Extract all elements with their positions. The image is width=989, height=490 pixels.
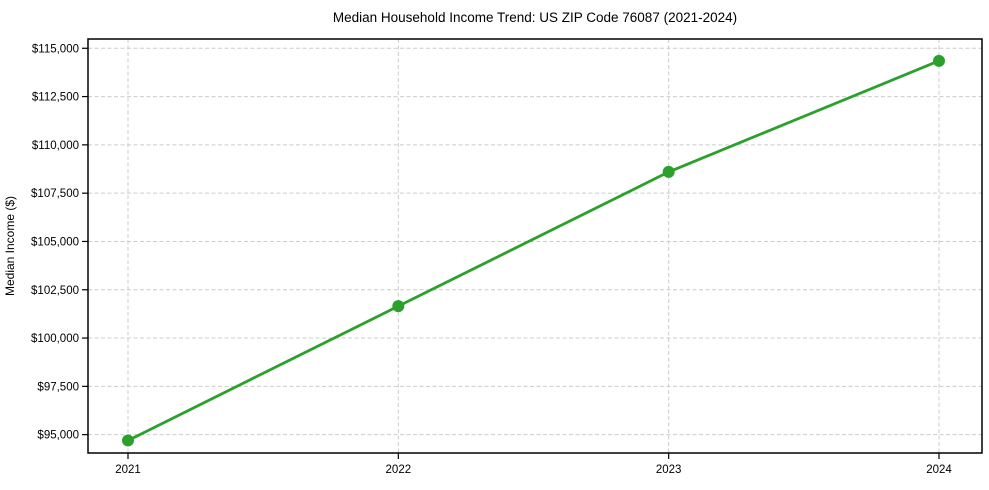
series-line bbox=[126, 59, 941, 442]
income-trend-line bbox=[126, 59, 941, 442]
y-tick-labels: $95,000 $97,500 $100,000 $102,500 $105,000 $1… bbox=[31, 43, 79, 441]
tick-marks bbox=[82, 47, 940, 459]
x-tick-labels: 2021 2022 2023 2024 bbox=[115, 464, 952, 476]
y-tick-label: $105,000 bbox=[31, 236, 79, 248]
series-markers bbox=[122, 54, 945, 447]
y-tick-label: $95,000 bbox=[37, 430, 79, 442]
plot-border bbox=[87, 38, 983, 454]
data-point-marker bbox=[392, 300, 405, 313]
y-tick-label: $112,500 bbox=[32, 92, 79, 104]
data-point-marker bbox=[122, 434, 134, 447]
x-tick-label: 2022 bbox=[386, 464, 412, 476]
chart-title: Median Household Income Trend: US ZIP Co… bbox=[333, 10, 737, 25]
y-axis-title: Median Income ($) bbox=[3, 196, 17, 296]
y-tick-label: $107,500 bbox=[31, 188, 79, 200]
gridlines bbox=[88, 39, 982, 453]
x-tick-label: 2024 bbox=[926, 464, 952, 476]
y-tick-label: $102,500 bbox=[31, 285, 79, 297]
x-tick-label: 2023 bbox=[656, 464, 682, 476]
y-tick-label: $100,000 bbox=[31, 333, 79, 345]
y-tick-label: $110,000 bbox=[32, 140, 79, 152]
data-point-marker bbox=[933, 54, 945, 67]
data-point-marker bbox=[662, 165, 675, 178]
x-tick-label: 2021 bbox=[115, 464, 141, 476]
y-tick-label: $97,500 bbox=[37, 381, 79, 393]
y-tick-label: $115,000 bbox=[32, 43, 79, 55]
